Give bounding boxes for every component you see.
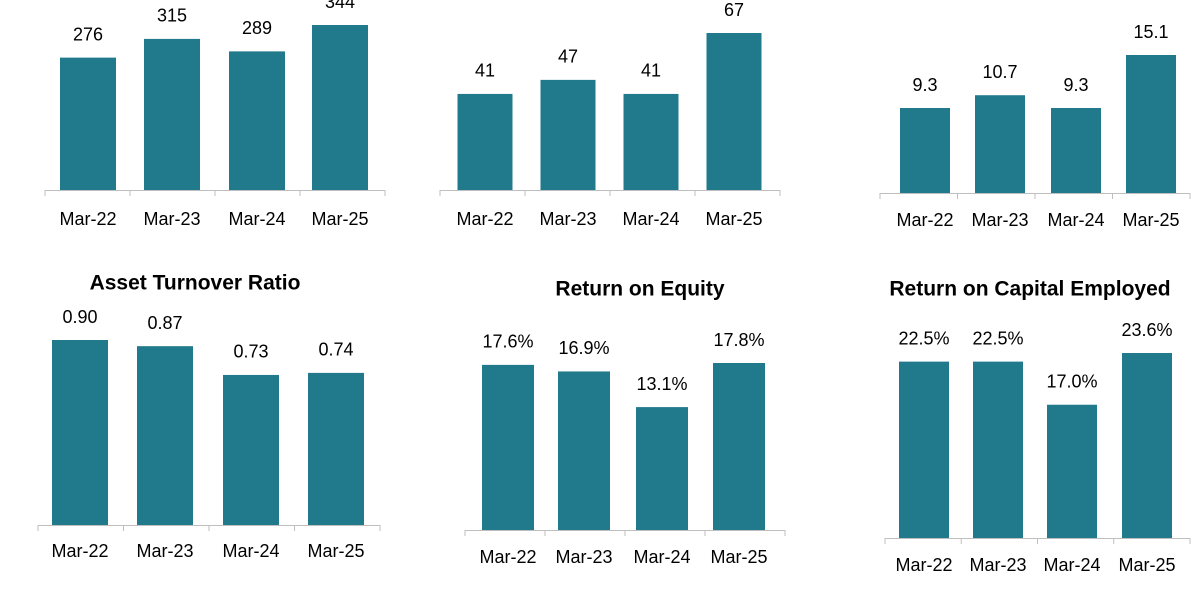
value-label: 17.6% bbox=[482, 332, 533, 352]
value-label: 289 bbox=[242, 18, 272, 38]
x-tick-label: Mar-24 bbox=[633, 547, 690, 567]
value-label: 0.73 bbox=[233, 342, 268, 362]
bar bbox=[223, 374, 279, 525]
value-label: 0.87 bbox=[147, 313, 182, 333]
value-label: 15.1 bbox=[1133, 22, 1168, 42]
x-tick-label: Mar-22 bbox=[895, 555, 952, 575]
chart-title: Asset Turnover Ratio bbox=[90, 272, 301, 295]
value-label: 0.74 bbox=[318, 340, 353, 360]
bar bbox=[52, 340, 108, 525]
value-label: 17.8% bbox=[713, 330, 764, 350]
x-tick-label: Mar-22 bbox=[456, 209, 513, 229]
x-tick-label: Mar-25 bbox=[705, 209, 762, 229]
x-tick-label: Mar-25 bbox=[307, 541, 364, 561]
bar bbox=[558, 371, 610, 530]
value-label: 41 bbox=[641, 61, 661, 81]
bar bbox=[1126, 55, 1176, 193]
chart-title: Return on Capital Employed bbox=[889, 278, 1170, 301]
x-tick-label: Mar-25 bbox=[1118, 555, 1175, 575]
x-tick-label: Mar-25 bbox=[710, 547, 767, 567]
x-tick-label: Mar-22 bbox=[51, 541, 108, 561]
value-label: 22.5% bbox=[972, 328, 1023, 348]
x-tick-label: Mar-23 bbox=[969, 555, 1026, 575]
bar bbox=[706, 33, 762, 190]
value-label: 9.3 bbox=[1063, 75, 1088, 95]
x-tick-label: Mar-25 bbox=[311, 209, 368, 229]
value-label: 9.3 bbox=[912, 75, 937, 95]
bar bbox=[229, 51, 285, 190]
bar bbox=[975, 95, 1025, 193]
value-label: 344 bbox=[325, 0, 355, 12]
x-tick-label: Mar-23 bbox=[555, 547, 612, 567]
value-label: 17.0% bbox=[1046, 371, 1097, 391]
bar bbox=[900, 108, 950, 193]
bar bbox=[312, 25, 368, 190]
x-tick-label: Mar-24 bbox=[228, 209, 285, 229]
x-tick-label: Mar-23 bbox=[971, 210, 1028, 230]
x-tick-label: Mar-24 bbox=[222, 541, 279, 561]
x-tick-label: Mar-24 bbox=[1043, 555, 1100, 575]
value-label: 23.6% bbox=[1121, 320, 1172, 340]
bar bbox=[973, 361, 1023, 538]
bar bbox=[457, 93, 513, 190]
x-tick-label: Mar-23 bbox=[136, 541, 193, 561]
bar bbox=[1051, 108, 1101, 193]
value-label: 315 bbox=[157, 6, 187, 26]
bar bbox=[137, 346, 193, 525]
bar bbox=[623, 93, 679, 190]
x-tick-label: Mar-24 bbox=[1047, 210, 1104, 230]
bar bbox=[1047, 404, 1097, 538]
value-label: 13.1% bbox=[636, 374, 687, 394]
x-tick-label: Mar-22 bbox=[479, 547, 536, 567]
x-tick-label: Mar-23 bbox=[539, 209, 596, 229]
value-label: 0.90 bbox=[62, 307, 97, 327]
bar bbox=[60, 57, 116, 191]
value-label: 41 bbox=[475, 61, 495, 81]
x-tick-label: Mar-24 bbox=[622, 209, 679, 229]
x-tick-label: Mar-22 bbox=[59, 209, 116, 229]
bar bbox=[1122, 353, 1172, 538]
value-label: 10.7 bbox=[982, 62, 1017, 82]
value-label: 67 bbox=[724, 0, 744, 20]
value-label: 47 bbox=[558, 47, 578, 67]
x-tick-label: Mar-22 bbox=[896, 210, 953, 230]
bar bbox=[899, 361, 949, 538]
bar bbox=[636, 407, 688, 530]
bar bbox=[308, 372, 364, 525]
bar bbox=[144, 38, 200, 191]
chart-title: Return on Equity bbox=[555, 278, 724, 301]
x-tick-label: Mar-23 bbox=[143, 209, 200, 229]
value-label: 16.9% bbox=[558, 338, 609, 358]
value-label: 22.5% bbox=[898, 328, 949, 348]
x-tick-label: Mar-25 bbox=[1122, 210, 1179, 230]
bar bbox=[713, 363, 765, 530]
value-label: 276 bbox=[73, 24, 103, 44]
bar bbox=[482, 364, 534, 530]
bar bbox=[540, 79, 596, 190]
